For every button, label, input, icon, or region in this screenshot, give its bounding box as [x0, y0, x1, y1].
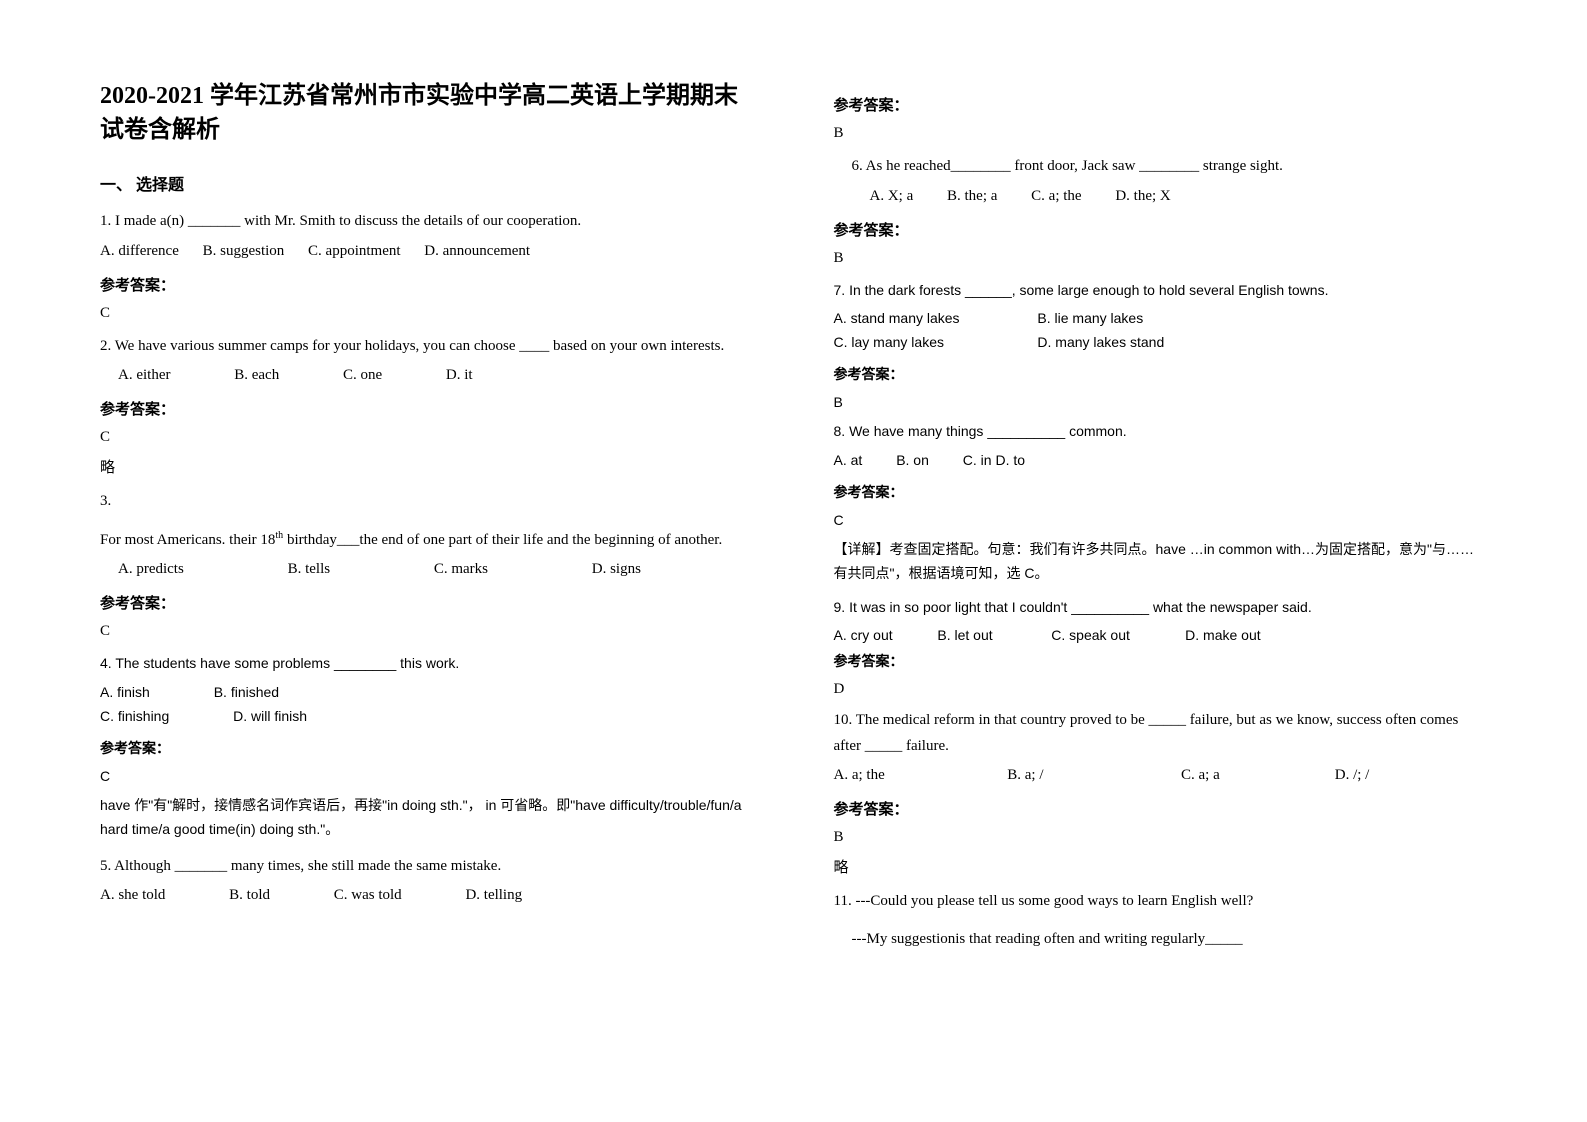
q8-answer: C [834, 512, 1488, 528]
q7-options-row2: C. lay many lakes D. many lakes stand [834, 334, 1488, 350]
q2-text: 2. We have various summer camps for your… [100, 334, 754, 360]
q7-opt-a: A. stand many lakes [834, 310, 1034, 326]
q5-answer-label: 参考答案： [834, 94, 1488, 115]
q9-opt-b: B. let out [937, 627, 1047, 643]
q3-text-pre: For most Americans. their 18 [100, 532, 275, 548]
q1-opt-d: D. announcement [424, 243, 530, 260]
q3-opt-a: A. predicts [118, 561, 184, 578]
q7-options-row1: A. stand many lakes B. lie many lakes [834, 310, 1488, 326]
q11-line1: 11. ---Could you please tell us some goo… [834, 889, 1488, 915]
q9-opt-a: A. cry out [834, 627, 934, 643]
q4-answer-label: 参考答案： [100, 738, 754, 758]
q1-text: 1. I made a(n) _______ with Mr. Smith to… [100, 209, 754, 235]
q3-opt-b: B. tells [288, 561, 331, 578]
q2-answer-label: 参考答案： [100, 398, 754, 419]
right-column: 参考答案： B 6. As he reached________ front d… [794, 80, 1488, 1082]
q5-opt-b: B. told [229, 887, 270, 904]
q5-opt-d: D. telling [465, 887, 522, 904]
q4-explanation: have 作"有"解时，接情感名词作宾语后，再接"in doing sth."，… [100, 794, 754, 842]
q5-answer: B [834, 125, 1488, 142]
q9-options: A. cry out B. let out C. speak out D. ma… [834, 627, 1488, 643]
q10-opt-d: D. /; / [1335, 767, 1370, 784]
q10-opt-b: B. a; / [1007, 767, 1177, 784]
q6-options: A. X; a B. the; a C. a; the D. the; X [834, 188, 1488, 205]
q5-options: A. she told B. told C. was told D. telli… [100, 887, 754, 904]
q7-opt-c: C. lay many lakes [834, 334, 1034, 350]
q6-opt-d: D. the; X [1115, 188, 1170, 205]
q8-answer-label: 参考答案： [834, 482, 1488, 502]
q1-opt-a: A. difference [100, 243, 179, 260]
q9-text: 9. It was in so poor light that I couldn… [834, 596, 1488, 620]
q10-note: 略 [834, 856, 1488, 877]
q10-options: A. a; the B. a; / C. a; a D. /; / [834, 767, 1488, 784]
q3-opt-d: D. signs [592, 561, 641, 578]
q4-opt-d: D. will finish [233, 708, 307, 724]
q4-opt-c: C. finishing [100, 708, 169, 724]
q10-answer-label: 参考答案： [834, 798, 1488, 819]
q4-text: 4. The students have some problems _____… [100, 652, 754, 676]
q8-explanation: 【详解】考查固定搭配。句意：我们有许多共同点。have …in common w… [834, 538, 1488, 586]
q3-answer: C [100, 623, 754, 640]
q7-answer: B [834, 394, 1488, 410]
q8-text: 8. We have many things __________ common… [834, 420, 1488, 444]
q4-options-row2: C. finishing D. will finish [100, 708, 754, 724]
q6-answer-label: 参考答案： [834, 219, 1488, 240]
page: 2020-2021 学年江苏省常州市市实验中学高二英语上学期期末试卷含解析 一、… [0, 0, 1587, 1122]
q2-note: 略 [100, 456, 754, 477]
q1-opt-c: C. appointment [308, 243, 401, 260]
q2-opt-a: A. either [118, 367, 170, 384]
q6-opt-b: B. the; a [947, 188, 997, 205]
document-title: 2020-2021 学年江苏省常州市市实验中学高二英语上学期期末试卷含解析 [100, 80, 754, 147]
q2-opt-c: C. one [343, 367, 382, 384]
q4-answer: C [100, 768, 754, 784]
q11-line2: ---My suggestionis that reading often an… [834, 927, 1488, 953]
q10-text: 10. The medical reform in that country p… [834, 708, 1488, 759]
q8-opt-b: B. on [896, 452, 929, 468]
q1-options: A. difference B. suggestion C. appointme… [100, 243, 754, 260]
q4-options-row1: A. finish B. finished [100, 684, 754, 700]
q10-answer: B [834, 829, 1488, 846]
q9-opt-c: C. speak out [1051, 627, 1181, 643]
q2-opt-d: D. it [446, 367, 473, 384]
q9-answer-label: 参考答案： [834, 651, 1488, 671]
q2-options: A. either B. each C. one D. it [100, 367, 754, 384]
q6-opt-a: A. X; a [870, 188, 914, 205]
q1-answer-label: 参考答案： [100, 274, 754, 295]
q3-text-post: birthday___the end of one part of their … [283, 532, 722, 548]
q5-text: 5. Although _______ many times, she stil… [100, 854, 754, 880]
q6-opt-c: C. a; the [1031, 188, 1081, 205]
q3-text: For most Americans. their 18th birthday_… [100, 527, 754, 554]
q9-answer: D [834, 681, 1488, 698]
q2-answer: C [100, 429, 754, 446]
q7-opt-b: B. lie many lakes [1037, 310, 1143, 326]
q3-num: 3. [100, 489, 754, 515]
q5-opt-c: C. was told [334, 887, 402, 904]
q9-opt-d: D. make out [1185, 627, 1260, 643]
q3-options: A. predicts B. tells C. marks D. signs [100, 561, 754, 578]
q4-opt-a: A. finish [100, 684, 150, 700]
q2-opt-b: B. each [234, 367, 279, 384]
q1-opt-b: B. suggestion [203, 243, 285, 260]
q3-answer-label: 参考答案： [100, 592, 754, 613]
q3-opt-c: C. marks [434, 561, 488, 578]
q7-opt-d: D. many lakes stand [1037, 334, 1164, 350]
q6-text: 6. As he reached________ front door, Jac… [834, 154, 1488, 180]
q4-opt-b: B. finished [214, 684, 279, 700]
q8-opt-c: C. in D. to [963, 452, 1025, 468]
q8-opt-a: A. at [834, 452, 863, 468]
q10-opt-a: A. a; the [834, 767, 1004, 784]
q7-text: 7. In the dark forests ______, some larg… [834, 279, 1488, 303]
left-column: 2020-2021 学年江苏省常州市市实验中学高二英语上学期期末试卷含解析 一、… [100, 80, 794, 1082]
q1-answer: C [100, 305, 754, 322]
section-header: 一、 选择题 [100, 171, 754, 195]
q5-opt-a: A. she told [100, 887, 165, 904]
q10-opt-c: C. a; a [1181, 767, 1331, 784]
q6-answer: B [834, 250, 1488, 267]
q7-answer-label: 参考答案： [834, 364, 1488, 384]
q8-options: A. at B. on C. in D. to [834, 452, 1488, 468]
